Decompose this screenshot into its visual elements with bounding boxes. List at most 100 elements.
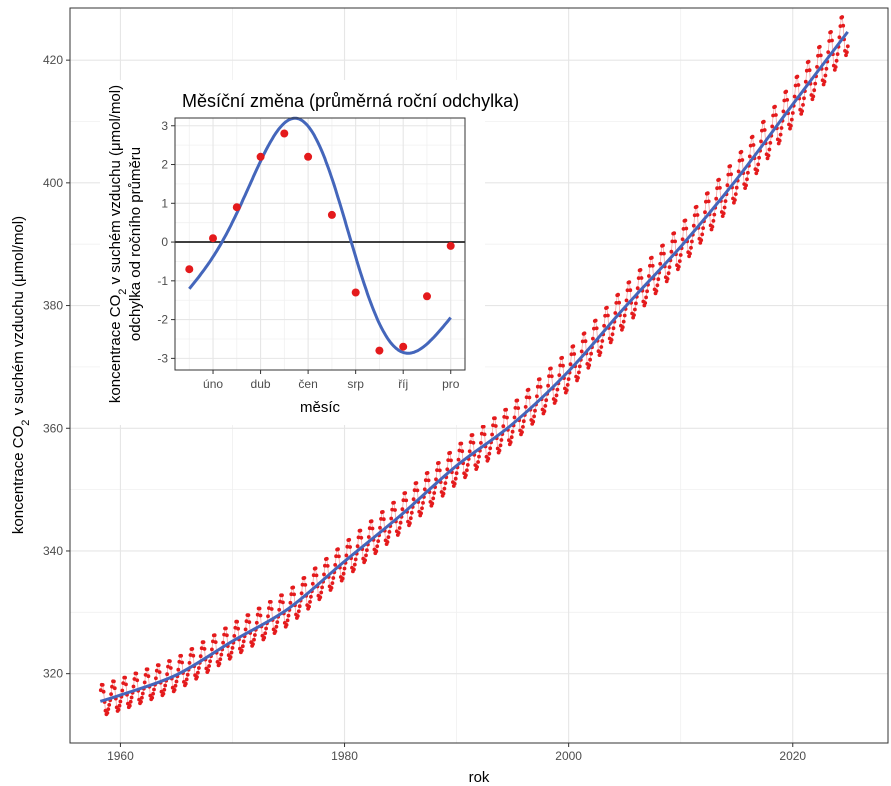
main-data-point bbox=[344, 553, 349, 558]
main-data-point bbox=[280, 593, 284, 598]
main-data-point bbox=[465, 468, 469, 473]
main-data-point bbox=[535, 384, 540, 389]
inset-x-tick-label: srp bbox=[347, 377, 364, 391]
main-data-point bbox=[266, 614, 270, 619]
main-data-point bbox=[479, 441, 483, 445]
main-data-point bbox=[241, 639, 246, 644]
main-data-point bbox=[611, 326, 616, 331]
main-data-point bbox=[659, 251, 663, 256]
main-data-point bbox=[493, 424, 498, 428]
main-data-point bbox=[636, 276, 641, 280]
main-data-point bbox=[807, 68, 812, 73]
main-data-point bbox=[655, 283, 660, 288]
main-data-point bbox=[208, 659, 213, 664]
main-data-point bbox=[804, 68, 809, 73]
main-data-point bbox=[131, 684, 136, 689]
inset-plot-border bbox=[174, 117, 466, 371]
inset-y-tick-label: -2 bbox=[157, 313, 168, 327]
main-data-point bbox=[587, 363, 592, 368]
main-data-point bbox=[579, 349, 584, 354]
main-data-point bbox=[401, 498, 406, 503]
main-data-point bbox=[796, 83, 801, 87]
main-data-point bbox=[411, 497, 416, 502]
main-data-point bbox=[404, 498, 409, 503]
main-data-point bbox=[379, 517, 383, 521]
main-data-point bbox=[324, 556, 329, 561]
main-data-point bbox=[442, 486, 447, 491]
main-data-point bbox=[403, 491, 408, 495]
main-data-point bbox=[835, 52, 840, 56]
main-data-point bbox=[684, 226, 689, 231]
main-data-point bbox=[498, 443, 503, 448]
main-data-point bbox=[510, 429, 515, 434]
main-data-point bbox=[481, 424, 486, 429]
inset-month-point bbox=[327, 210, 336, 219]
main-data-point bbox=[453, 476, 458, 481]
main-data-point bbox=[314, 573, 319, 578]
main-data-point bbox=[837, 35, 842, 40]
main-data-point bbox=[747, 154, 752, 159]
main-data-point bbox=[728, 164, 733, 168]
main-data-point bbox=[340, 576, 345, 581]
main-data-point bbox=[168, 659, 172, 663]
main-data-point bbox=[385, 540, 390, 544]
main-data-point bbox=[358, 528, 363, 533]
main-data-point bbox=[572, 352, 577, 356]
main-data-point bbox=[645, 289, 649, 294]
main-data-point bbox=[228, 655, 233, 659]
main-data-point bbox=[620, 325, 625, 330]
main-data-point bbox=[801, 103, 805, 107]
main-data-point bbox=[295, 614, 300, 618]
main-data-point bbox=[669, 249, 674, 254]
main-data-point bbox=[591, 336, 595, 341]
main-data-point bbox=[521, 419, 526, 424]
main-data-point bbox=[397, 526, 402, 530]
main-data-point bbox=[264, 626, 268, 631]
main-data-point bbox=[112, 686, 117, 691]
main-data-point bbox=[285, 618, 290, 623]
main-data-point bbox=[582, 331, 587, 336]
main-data-point bbox=[838, 24, 843, 28]
main-data-point bbox=[434, 477, 438, 482]
main-data-point bbox=[195, 675, 199, 679]
main-data-point bbox=[106, 707, 111, 711]
main-data-point bbox=[600, 339, 605, 343]
main-data-point bbox=[392, 500, 396, 505]
main-data-point bbox=[768, 141, 773, 145]
main-data-point bbox=[740, 158, 745, 162]
main-data-point bbox=[844, 53, 848, 58]
inset-y-axis-label-line1: koncentrace CO2 v suchém vzduchu (μmol/m… bbox=[107, 85, 129, 403]
main-data-point bbox=[827, 39, 832, 43]
main-data-point bbox=[672, 231, 677, 236]
main-data-point bbox=[425, 471, 430, 475]
main-trend-line bbox=[99, 30, 849, 703]
main-data-point bbox=[127, 703, 132, 708]
main-data-point bbox=[778, 132, 783, 137]
main-data-point bbox=[647, 274, 651, 278]
main-data-point bbox=[151, 691, 156, 696]
inset-y-tick-label: 2 bbox=[161, 158, 168, 172]
main-data-point bbox=[207, 664, 212, 668]
main-data-point bbox=[378, 525, 382, 530]
main-data-point bbox=[666, 271, 671, 276]
main-data-point bbox=[415, 488, 420, 493]
main-data-point bbox=[542, 409, 547, 414]
main-data-point bbox=[284, 623, 289, 627]
main-data-point bbox=[744, 183, 748, 188]
main-data-point bbox=[464, 473, 468, 478]
main-data-point bbox=[816, 53, 820, 58]
main-data-point bbox=[356, 535, 361, 540]
main-data-point bbox=[841, 23, 846, 28]
main-data-point bbox=[161, 691, 166, 696]
main-data-point bbox=[812, 88, 817, 93]
main-data-point bbox=[773, 104, 777, 109]
main-data-point bbox=[712, 212, 717, 217]
main-data-point bbox=[421, 501, 425, 505]
main-data-point bbox=[366, 535, 371, 539]
main-data-point bbox=[443, 481, 448, 485]
main-data-point bbox=[830, 38, 834, 43]
main-data-point bbox=[614, 301, 619, 305]
inset-month-point bbox=[304, 152, 313, 161]
inset-seasonal-curve bbox=[188, 116, 452, 355]
main-data-point bbox=[688, 251, 692, 256]
